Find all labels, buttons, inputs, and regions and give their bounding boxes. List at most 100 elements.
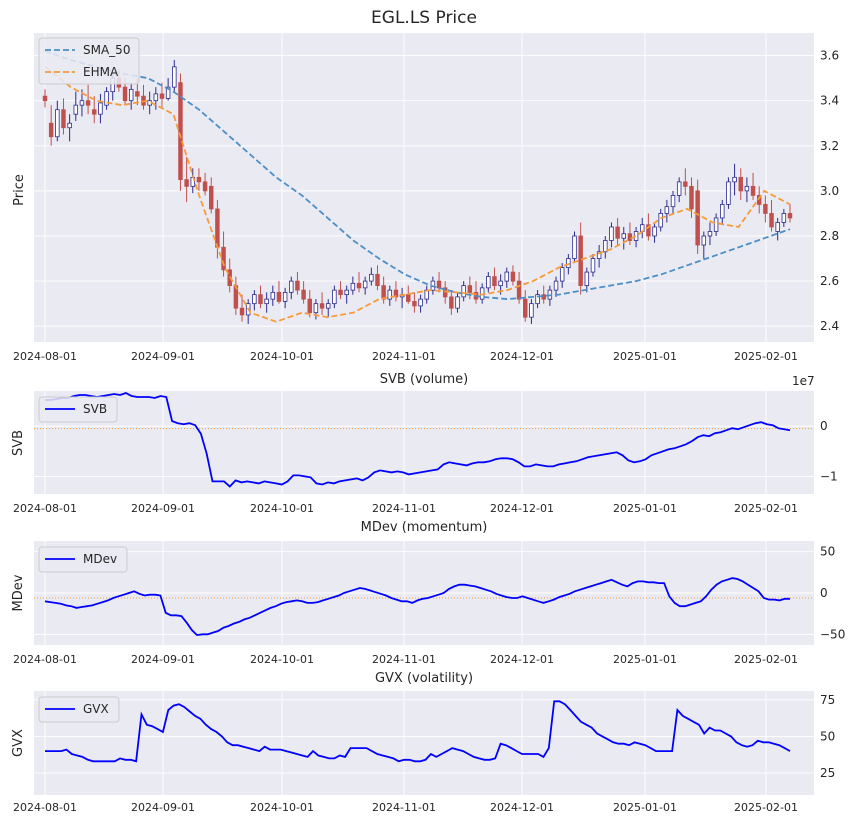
price-grid xyxy=(34,33,814,342)
price-xtick-label: 2025-01-01 xyxy=(613,350,677,363)
candle-up xyxy=(535,294,540,305)
candle-up xyxy=(313,303,319,314)
mdev-xtick-label: 2025-02-01 xyxy=(734,653,798,666)
svb-grid xyxy=(34,391,814,494)
price-ytick-label: 3.4 xyxy=(820,94,839,108)
sma-50-line xyxy=(44,50,791,301)
svb-ytick-label: −1 xyxy=(820,469,838,483)
candle-down xyxy=(295,280,300,291)
candle-up xyxy=(153,93,159,102)
candle-up xyxy=(664,206,670,214)
svb-xtick-label: 2024-12-01 xyxy=(490,502,554,515)
legend-ehma-label: EHMA xyxy=(83,65,119,79)
gvx-xtick-label: 2024-12-01 xyxy=(490,801,554,814)
svb-ytick-label: 0 xyxy=(820,419,828,433)
mdev-xtick-label: 2024-12-01 xyxy=(490,653,554,666)
candle-down xyxy=(276,291,282,302)
gvx-legend: GVX xyxy=(38,696,120,723)
gvx-xtick-label: 2024-10-01 xyxy=(250,801,314,814)
candle-up xyxy=(344,289,349,296)
svb-panel: 0 −1 2024-08-01 2024-09-01 2024-10-01 2024-1… xyxy=(11,391,838,515)
candle-down xyxy=(209,185,214,210)
candle-down xyxy=(85,100,91,106)
gvx-xtick-label: 2024-08-01 xyxy=(13,801,77,814)
ehma-line xyxy=(44,66,791,323)
price-xtick-label: 2024-11-01 xyxy=(372,350,436,363)
svb-offset-label: 1e7 xyxy=(792,374,815,388)
svb-title: SVB (volume) xyxy=(380,372,469,387)
candle-up xyxy=(455,296,460,309)
mdev-xtick-label: 2024-08-01 xyxy=(13,653,77,666)
gvx-xtick-label: 2024-09-01 xyxy=(131,801,195,814)
candle-up xyxy=(387,289,393,300)
candle-down xyxy=(406,294,411,302)
candle-up xyxy=(350,282,356,291)
gvx-ytick-label: 75 xyxy=(820,693,835,707)
candle-up xyxy=(701,235,707,246)
candle-up xyxy=(418,298,423,307)
candle-down xyxy=(683,181,688,187)
gvx-ytick-label: 25 xyxy=(820,766,835,780)
candle-down xyxy=(48,122,54,138)
candle-up xyxy=(559,267,565,282)
candle-up xyxy=(325,303,331,309)
candle-down xyxy=(750,185,756,196)
mdev-y-label: MDev xyxy=(11,574,26,611)
candle-up xyxy=(713,217,719,232)
candle-down xyxy=(763,204,768,214)
candle-up xyxy=(289,280,294,293)
candle-down xyxy=(42,95,48,102)
candle-up xyxy=(461,285,466,298)
price-ytick-label: 3.0 xyxy=(820,184,839,198)
legend-sma-label: SMA_50 xyxy=(83,43,130,57)
candle-down xyxy=(375,273,380,287)
candle-up xyxy=(732,176,737,183)
price-xtick-label: 2024-08-01 xyxy=(13,350,77,363)
candle-down xyxy=(338,289,343,296)
candle-up xyxy=(744,185,750,192)
svb-y-ticks: 0 −1 xyxy=(820,419,838,483)
mdev-ytick-label: −50 xyxy=(820,627,845,641)
candle-down xyxy=(221,246,226,271)
candle-down xyxy=(202,181,208,192)
price-xtick-label: 2025-02-01 xyxy=(734,350,798,363)
price-xtick-label: 2024-12-01 xyxy=(490,350,554,363)
svb-line xyxy=(45,392,791,488)
price-ytick-label: 3.2 xyxy=(820,139,839,153)
candle-up xyxy=(553,280,559,291)
svb-legend: SVB xyxy=(38,396,118,423)
candle-up xyxy=(596,251,602,259)
candle-up xyxy=(652,226,657,237)
candle-up xyxy=(504,271,510,282)
candle-up xyxy=(590,258,596,273)
legend-svb-label: SVB xyxy=(83,402,107,416)
candle-up xyxy=(73,104,79,115)
price-x-ticks: 2024-08-01 2024-09-01 2024-10-01 2024-11-01… xyxy=(13,350,798,363)
price-ytick-label: 2.6 xyxy=(820,274,839,288)
svb-xtick-label: 2025-01-01 xyxy=(613,502,677,515)
candle-up xyxy=(332,289,337,305)
candle-down xyxy=(756,194,762,205)
candle-up xyxy=(498,280,503,287)
candle-up xyxy=(79,100,85,106)
gvx-plot-area xyxy=(34,691,814,795)
candle-up xyxy=(609,226,614,241)
candle-down xyxy=(769,213,774,228)
gvx-xtick-label: 2025-02-01 xyxy=(734,801,798,814)
candle-down xyxy=(436,280,442,289)
svb-xtick-label: 2025-02-01 xyxy=(734,502,798,515)
candle-up xyxy=(707,231,713,237)
candle-up xyxy=(726,181,731,205)
price-ytick-label: 2.4 xyxy=(820,319,839,333)
candle-up xyxy=(104,91,109,106)
price-legend: SMA_50 EHMA xyxy=(38,37,140,85)
gvx-title: GVX (volatility) xyxy=(375,671,473,686)
candle-up xyxy=(670,194,676,208)
mdev-ytick-label: 50 xyxy=(820,545,835,559)
candle-down xyxy=(61,109,66,129)
candle-down xyxy=(159,93,165,99)
candle-up xyxy=(529,303,534,318)
price-candles xyxy=(42,60,793,324)
price-ytick-label: 3.6 xyxy=(820,49,839,63)
